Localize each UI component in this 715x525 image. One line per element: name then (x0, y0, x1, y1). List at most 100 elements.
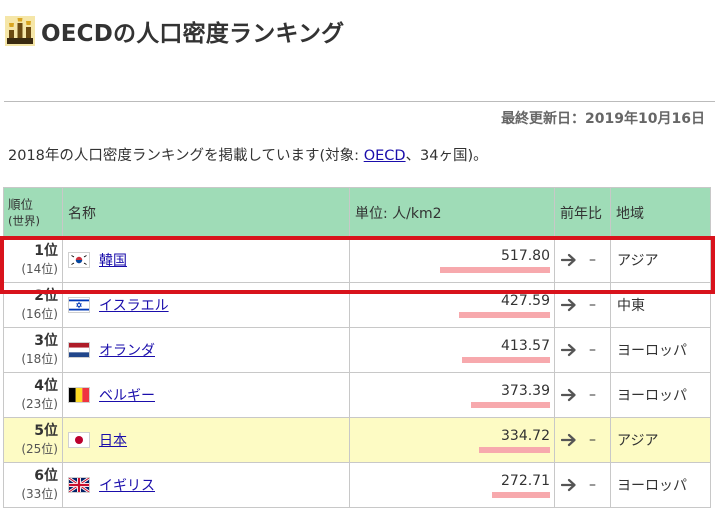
flag-jp-icon (68, 432, 90, 448)
intro-before: 2018年の人口密度ランキングを掲載しています(対象: (8, 148, 364, 164)
density-bar (492, 491, 550, 498)
page-header: OECDの人口密度ランキング (5, 14, 344, 48)
value-cell: 517.80 (349, 237, 555, 283)
world-rank: (25位) (21, 442, 58, 456)
country-link[interactable]: オランダ (99, 343, 155, 359)
name-cell: イスラエル (62, 282, 350, 328)
rank-label: 3位 (34, 333, 58, 349)
rank-cell: 3位 (18位) (3, 327, 63, 373)
value-cell: 413.57 (349, 327, 555, 373)
region-cell: アジア (610, 417, 711, 463)
change-cell: – (554, 462, 611, 508)
intro-after: 、34ヶ国)。 (405, 148, 488, 164)
table-row: 2位 (16位) イスラエル 427.59 – 中東 (3, 282, 711, 328)
value-cell: 427.59 (349, 282, 555, 328)
name-cell: イギリス (62, 462, 350, 508)
header-change[interactable]: 前年比 (554, 187, 611, 238)
header-name[interactable]: 名称 (62, 187, 350, 238)
rank-cell: 5位 (25位) (3, 417, 63, 463)
rank-cell: 2位 (16位) (3, 282, 63, 328)
trophy-icon (5, 16, 35, 46)
rank-label: 2位 (34, 288, 58, 304)
header-rank-label: 順位 (8, 196, 34, 212)
header-divider (4, 101, 715, 102)
change-value: – (589, 342, 596, 358)
change-value: – (589, 432, 596, 448)
change-cell: – (554, 417, 611, 463)
rank-cell: 1位 (14位) (3, 237, 63, 283)
density-bar (440, 266, 550, 273)
arrow-right-icon (561, 433, 576, 447)
region-cell: 中東 (610, 282, 711, 328)
table-row: 5位 (25位) 日本 334.72 – アジア (3, 417, 711, 463)
table-row: 4位 (23位) ベルギー 373.39 – ヨーロッパ (3, 372, 711, 418)
world-rank: (33位) (21, 487, 58, 501)
country-link[interactable]: ベルギー (99, 388, 155, 404)
header-rank-sub: (世界) (8, 213, 40, 228)
name-cell: 日本 (62, 417, 350, 463)
country-link[interactable]: 日本 (99, 433, 127, 449)
name-cell: オランダ (62, 327, 350, 373)
table-row: 1位 (14位) 韓国 517.80 – アジア (3, 237, 711, 283)
header-rank[interactable]: 順位 (世界) (3, 187, 63, 238)
name-cell: ベルギー (62, 372, 350, 418)
name-cell: 韓国 (62, 237, 350, 283)
value-cell: 272.71 (349, 462, 555, 508)
country-link[interactable]: イギリス (99, 478, 155, 494)
country-link[interactable]: イスラエル (99, 298, 169, 314)
density-bar (462, 356, 550, 363)
change-value: – (589, 252, 596, 268)
density-value: 427.59 (501, 292, 550, 309)
density-value: 413.57 (501, 337, 550, 354)
value-cell: 334.72 (349, 417, 555, 463)
flag-il-icon (68, 297, 90, 313)
density-value: 334.72 (501, 427, 550, 444)
arrow-right-icon (561, 343, 576, 357)
ranking-table: 順位 (世界) 名称 単位: 人/km2 前年比 地域 1位 (14位) 韓国 517… (3, 187, 711, 508)
world-rank: (18位) (21, 352, 58, 366)
region-cell: ヨーロッパ (610, 462, 711, 508)
rank-label: 1位 (34, 243, 58, 259)
change-value: – (589, 387, 596, 403)
density-bar (479, 446, 550, 453)
density-bar (459, 311, 550, 318)
flag-nl-icon (68, 342, 90, 358)
world-rank: (23位) (21, 397, 58, 411)
world-rank: (16位) (21, 307, 58, 321)
density-value: 517.80 (501, 247, 550, 264)
change-value: – (589, 297, 596, 313)
rank-cell: 6位 (33位) (3, 462, 63, 508)
arrow-right-icon (561, 478, 576, 492)
region-cell: ヨーロッパ (610, 372, 711, 418)
density-value: 272.71 (501, 472, 550, 489)
value-cell: 373.39 (349, 372, 555, 418)
intro-text: 2018年の人口密度ランキングを掲載しています(対象: OECD、34ヶ国)。 (8, 144, 488, 165)
region-cell: アジア (610, 237, 711, 283)
page-title: OECDの人口密度ランキング (41, 21, 345, 47)
rank-label: 4位 (34, 378, 58, 394)
change-cell: – (554, 327, 611, 373)
flag-be-icon (68, 387, 90, 403)
arrow-right-icon (561, 298, 576, 312)
change-cell: – (554, 282, 611, 328)
arrow-right-icon (561, 253, 576, 267)
world-rank: (14位) (21, 262, 58, 276)
flag-kr-icon (68, 252, 90, 268)
header-region[interactable]: 地域 (610, 187, 711, 238)
change-cell: – (554, 372, 611, 418)
table-row: 6位 (33位) イギリス 272.71 – ヨーロッパ (3, 462, 711, 508)
rank-label: 6位 (34, 468, 58, 484)
header-value[interactable]: 単位: 人/km2 (349, 187, 555, 238)
change-cell: – (554, 237, 611, 283)
rank-label: 5位 (34, 423, 58, 439)
change-value: – (589, 477, 596, 493)
arrow-right-icon (561, 388, 576, 402)
last-updated: 最終更新日：2019年10月16日 (501, 111, 705, 127)
rank-cell: 4位 (23位) (3, 372, 63, 418)
density-value: 373.39 (501, 382, 550, 399)
region-cell: ヨーロッパ (610, 327, 711, 373)
density-bar (471, 401, 550, 408)
oecd-link[interactable]: OECD (363, 148, 406, 164)
country-link[interactable]: 韓国 (99, 253, 127, 269)
table-row: 3位 (18位) オランダ 413.57 – ヨーロッパ (3, 327, 711, 373)
